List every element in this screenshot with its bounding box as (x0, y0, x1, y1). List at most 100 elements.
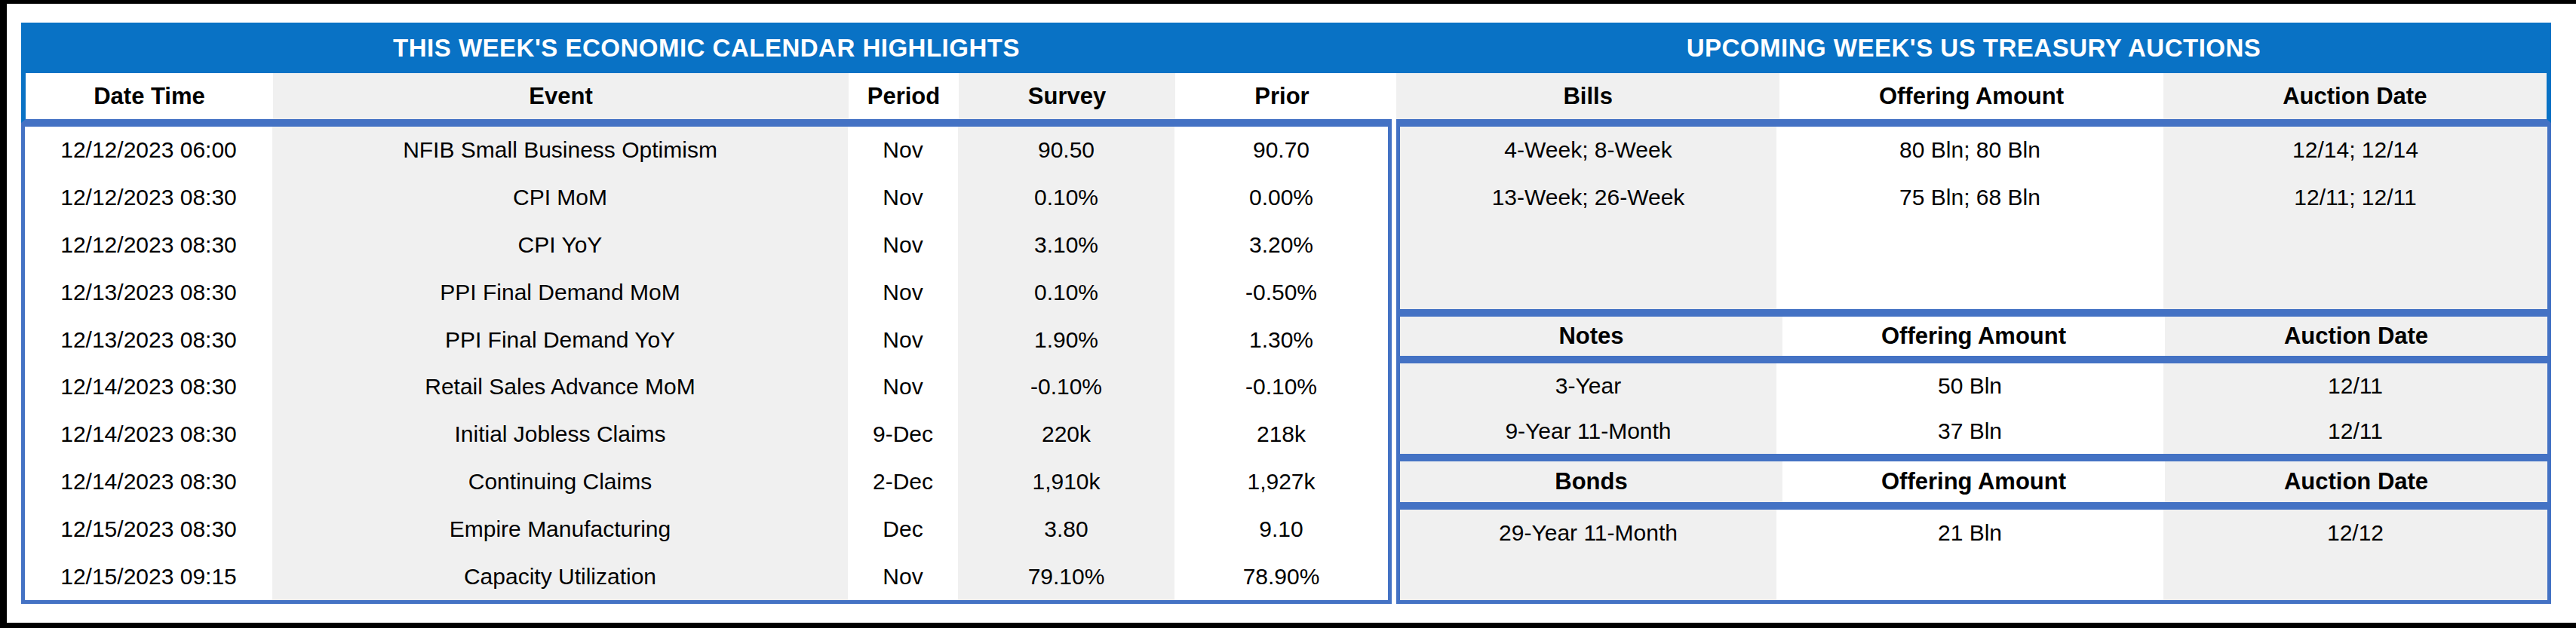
title-band: THIS WEEK'S ECONOMIC CALENDAR HIGHLIGHTS… (21, 23, 2551, 73)
column-header-bills: Bills (1396, 73, 1779, 119)
cell-event: PPI Final Demand YoY (272, 316, 848, 363)
bills-security-column: 4-Week; 8-Week 13-Week; 26-Week (1400, 127, 1776, 309)
cell-prior: 9.10 (1174, 505, 1388, 553)
cell-date-time: 12/15/2023 09:15 (25, 553, 272, 600)
table-row: 12/14/2023 08:30 Continuing Claims 2-Dec… (25, 458, 1388, 506)
cell-survey: 0.10% (958, 268, 1174, 316)
bills-offering-column: 80 Bln; 80 Bln 75 Bln; 68 Bln (1776, 127, 2163, 309)
cell-event: Initial Jobless Claims (272, 411, 848, 458)
cell-survey: 0.10% (958, 174, 1174, 222)
cell-date-time: 12/12/2023 06:00 (25, 127, 272, 174)
cell-event: Retail Sales Advance MoM (272, 363, 848, 411)
notes-security-column: 3-Year 9-Year 11-Month (1400, 363, 1776, 454)
economic-calendar-title: THIS WEEK'S ECONOMIC CALENDAR HIGHLIGHTS (21, 23, 1392, 73)
economic-calendar-header-row: Date Time Event Period Survey Prior (21, 73, 1392, 123)
cell-survey: 1,910k (958, 458, 1174, 506)
table-row: 12/14/2023 08:30 Initial Jobless Claims … (25, 411, 1388, 458)
bills-table: 4-Week; 8-Week 13-Week; 26-Week 80 Bln; … (1396, 123, 2551, 313)
cell-date-time: 12/14/2023 08:30 (25, 363, 272, 411)
cell-prior: 218k (1174, 411, 1388, 458)
bills-auction-date-column: 12/14; 12/14 12/11; 12/11 (2163, 127, 2547, 309)
cell-survey: -0.10% (958, 363, 1174, 411)
cell-period: Nov (848, 316, 958, 363)
notes-table: 3-Year 9-Year 11-Month 50 Bln 37 Bln 12/… (1396, 360, 2551, 458)
report-canvas: THIS WEEK'S ECONOMIC CALENDAR HIGHLIGHTS… (0, 0, 2576, 628)
column-header-offering-amount: Offering Amount (1779, 73, 2163, 119)
notes-offering-column: 50 Bln 37 Bln (1776, 363, 2163, 454)
cell-survey: 220k (958, 411, 1174, 458)
table-row: 12/15/2023 09:15 Capacity Utilization No… (25, 553, 1388, 600)
cell-survey: 1.90% (958, 316, 1174, 363)
economic-calendar-table: 12/12/2023 06:00 NFIB Small Business Opt… (21, 123, 1392, 604)
cell-event: Empire Manufacturing (272, 505, 848, 553)
column-header-period: Period (849, 73, 959, 119)
bonds-offering-column: 21 Bln (1776, 510, 2163, 600)
cell-bill-auction-date: 12/11; 12/11 (2163, 174, 2547, 222)
cell-prior: 3.20% (1174, 222, 1388, 269)
cell-prior: 1,927k (1174, 458, 1388, 506)
frame-border-left (0, 0, 7, 628)
cell-period: Nov (848, 363, 958, 411)
cell-date-time: 12/14/2023 08:30 (25, 411, 272, 458)
frame-border-top (0, 0, 2576, 4)
cell-survey: 3.80 (958, 505, 1174, 553)
cell-date-time: 12/15/2023 08:30 (25, 505, 272, 553)
cell-period: Dec (848, 505, 958, 553)
cell-date-time: 12/12/2023 08:30 (25, 222, 272, 269)
cell-period: Nov (848, 127, 958, 174)
table-row: 12/12/2023 08:30 CPI MoM Nov 0.10% 0.00% (25, 174, 1388, 222)
column-header-bonds: Bonds (1400, 461, 1782, 502)
column-header-date-time: Date Time (26, 73, 273, 119)
cell-prior: 78.90% (1174, 553, 1388, 600)
treasury-auctions-title: UPCOMING WEEK'S US TREASURY AUCTIONS (1396, 23, 2551, 73)
frame-border-bottom (0, 623, 2576, 628)
cell-period: Nov (848, 268, 958, 316)
cell-period: Nov (848, 222, 958, 269)
cell-date-time: 12/13/2023 08:30 (25, 316, 272, 363)
cell-period: 2-Dec (848, 458, 958, 506)
cell-bill-offering: 75 Bln; 68 Bln (1776, 174, 2163, 222)
cell-date-time: 12/14/2023 08:30 (25, 458, 272, 506)
cell-bill-auction-date: 12/14; 12/14 (2163, 127, 2547, 174)
column-header-notes: Notes (1400, 317, 1782, 356)
table-row: 12/13/2023 08:30 PPI Final Demand MoM No… (25, 268, 1388, 316)
cell-note-offering: 37 Bln (1776, 409, 2163, 454)
bills-header-row: Bills Offering Amount Auction Date (1396, 73, 2551, 123)
cell-date-time: 12/13/2023 08:30 (25, 268, 272, 316)
table-row: 12/14/2023 08:30 Retail Sales Advance Mo… (25, 363, 1388, 411)
cell-prior: -0.10% (1174, 363, 1388, 411)
cell-bill-security: 4-Week; 8-Week (1400, 127, 1776, 174)
cell-prior: 90.70 (1174, 127, 1388, 174)
cell-survey: 3.10% (958, 222, 1174, 269)
cell-event: PPI Final Demand MoM (272, 268, 848, 316)
cell-note-auction-date: 12/11 (2163, 363, 2547, 409)
notes-auction-date-column: 12/11 12/11 (2163, 363, 2547, 454)
cell-period: Nov (848, 174, 958, 222)
cell-survey: 79.10% (958, 553, 1174, 600)
column-header-offering-amount: Offering Amount (1782, 317, 2165, 356)
cell-survey: 90.50 (958, 127, 1174, 174)
bonds-header-row: Bonds Offering Amount Auction Date (1396, 458, 2551, 506)
notes-header-row: Notes Offering Amount Auction Date (1396, 313, 2551, 360)
cell-note-security: 3-Year (1400, 363, 1776, 409)
cell-note-offering: 50 Bln (1776, 363, 2163, 409)
column-header-prior: Prior (1175, 73, 1389, 119)
table-row: 12/12/2023 06:00 NFIB Small Business Opt… (25, 127, 1388, 174)
cell-bond-offering: 21 Bln (1776, 510, 2163, 557)
column-header-offering-amount: Offering Amount (1782, 461, 2165, 502)
cell-period: 9-Dec (848, 411, 958, 458)
bonds-security-column: 29-Year 11-Month (1400, 510, 1776, 600)
column-header-auction-date: Auction Date (2163, 73, 2547, 119)
cell-event: Continuing Claims (272, 458, 848, 506)
cell-bond-auction-date: 12/12 (2163, 510, 2547, 557)
cell-note-security: 9-Year 11-Month (1400, 409, 1776, 454)
table-row: 12/15/2023 08:30 Empire Manufacturing De… (25, 505, 1388, 553)
cell-bill-offering: 80 Bln; 80 Bln (1776, 127, 2163, 174)
cell-period: Nov (848, 553, 958, 600)
cell-note-auction-date: 12/11 (2163, 409, 2547, 454)
cell-event: CPI YoY (272, 222, 848, 269)
column-header-survey: Survey (959, 73, 1175, 119)
column-header-auction-date: Auction Date (2165, 461, 2547, 502)
cell-prior: 1.30% (1174, 316, 1388, 363)
column-header-auction-date: Auction Date (2165, 317, 2547, 356)
